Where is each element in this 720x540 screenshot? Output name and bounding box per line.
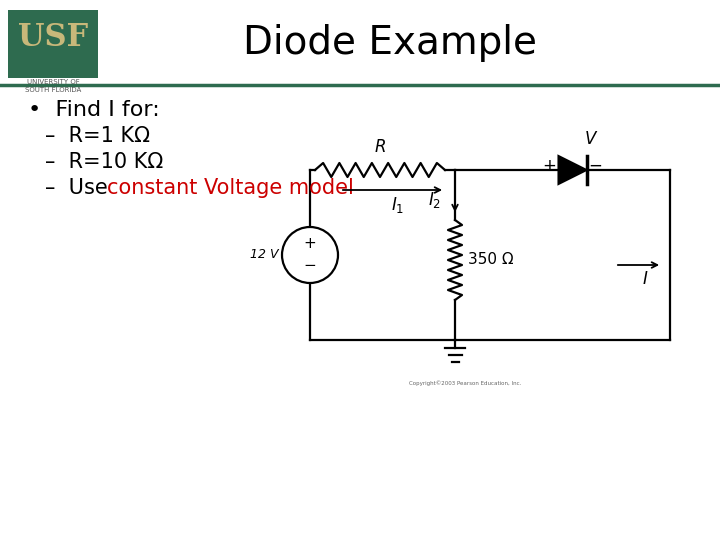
Text: –  R=1 KΩ: – R=1 KΩ <box>45 126 150 146</box>
Text: constant Voltage model: constant Voltage model <box>107 178 354 198</box>
Polygon shape <box>559 156 587 184</box>
Text: +: + <box>304 237 316 252</box>
Text: V: V <box>585 130 596 148</box>
Text: 12 V: 12 V <box>250 248 278 261</box>
Text: −: − <box>304 259 316 273</box>
Circle shape <box>282 227 338 283</box>
Text: Copyright©2003 Pearson Education, Inc.: Copyright©2003 Pearson Education, Inc. <box>409 380 521 386</box>
Text: $I_2$: $I_2$ <box>428 190 441 210</box>
Text: Diode Example: Diode Example <box>243 24 537 62</box>
Text: −: − <box>588 157 603 175</box>
Text: $I_1$: $I_1$ <box>391 195 404 215</box>
Text: USF: USF <box>18 22 88 52</box>
FancyBboxPatch shape <box>8 10 98 78</box>
Text: UNIVERSITY OF
SOUTH FLORIDA: UNIVERSITY OF SOUTH FLORIDA <box>25 79 81 93</box>
Text: +: + <box>543 157 557 175</box>
Text: –  R=10 KΩ: – R=10 KΩ <box>45 152 163 172</box>
Text: 350 Ω: 350 Ω <box>468 253 513 267</box>
Text: I: I <box>642 270 647 288</box>
Text: •  Find I for:: • Find I for: <box>28 100 160 120</box>
Text: –  Use: – Use <box>45 178 114 198</box>
Text: R: R <box>374 138 386 156</box>
